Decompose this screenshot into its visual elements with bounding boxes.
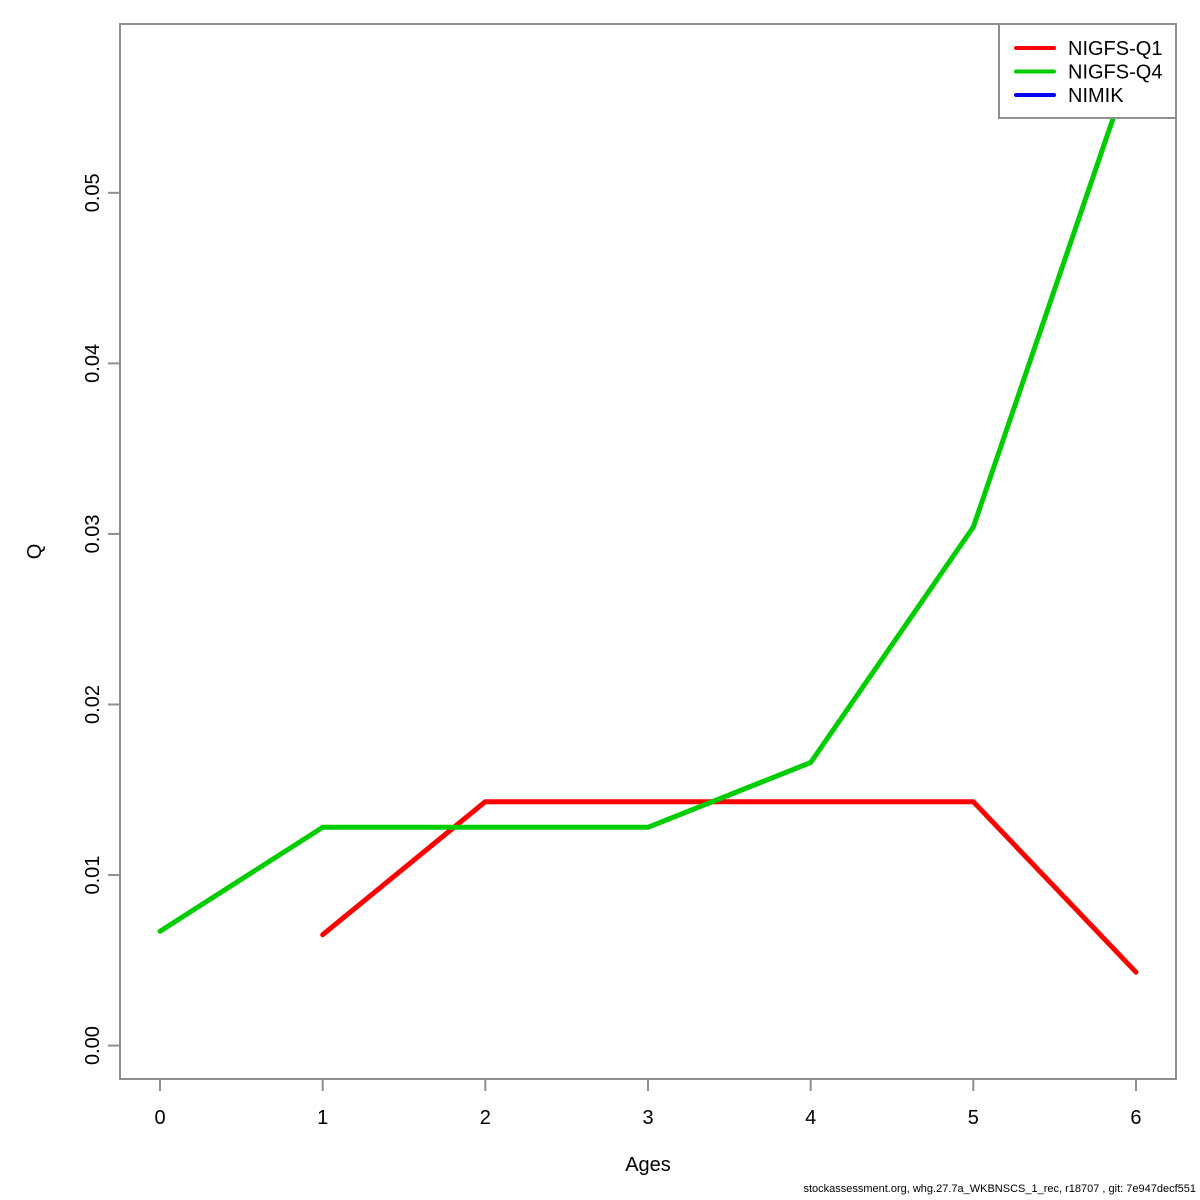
x-axis-tick-label: 1: [317, 1107, 328, 1129]
x-axis-tick-label: 3: [642, 1107, 653, 1129]
y-axis-tick-label: 0.01: [82, 856, 104, 895]
y-axis-tick-label: 0.02: [82, 685, 104, 724]
y-axis-tick-label: 0.00: [82, 1026, 104, 1065]
x-axis-title: Ages: [625, 1154, 671, 1176]
y-axis-tick-label: 0.04: [82, 344, 104, 383]
y-axis-title: Q: [24, 544, 46, 560]
series-line-NIGFS-Q1: [320, 799, 1139, 975]
y-axis-tick-label: 0.05: [82, 173, 104, 212]
legend-label-NIGFS-Q4: NIGFS-Q4: [1068, 62, 1162, 84]
legend-label-NIGFS-Q1: NIGFS-Q1: [1068, 38, 1162, 60]
plot-border: [119, 23, 1177, 1080]
y-axis-tick-label: 0.03: [82, 514, 104, 553]
x-axis-tick-label: 0: [154, 1107, 165, 1129]
x-axis-tick-label: 4: [805, 1107, 816, 1129]
series-line-NIGFS-Q4: [157, 48, 1139, 934]
footer-credit: stockassessment.org, whg.27.7a_WKBNSCS_1…: [803, 1183, 1196, 1195]
x-axis-tick-label: 2: [480, 1107, 491, 1129]
x-axis-tick-label: 6: [1130, 1107, 1141, 1129]
x-axis-tick-label: 5: [968, 1107, 979, 1129]
legend-label-NIMIK: NIMIK: [1068, 85, 1124, 107]
